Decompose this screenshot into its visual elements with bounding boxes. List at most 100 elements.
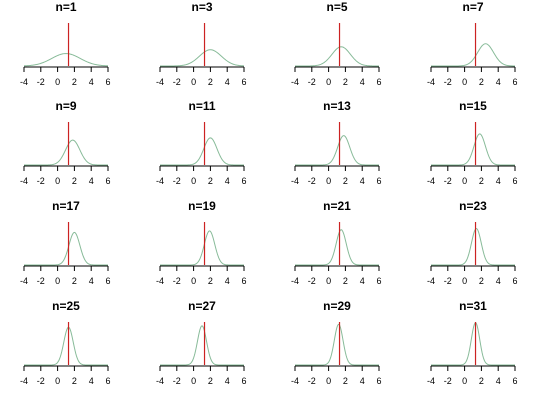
x-tick-label: 6: [376, 376, 381, 386]
panel-title: n=9: [55, 99, 76, 113]
x-tick-label: -2: [444, 77, 452, 87]
x-tick-label: 4: [225, 276, 230, 286]
x-tick-label: -4: [20, 176, 28, 186]
x-tick-label: 6: [241, 276, 246, 286]
panel-title: n=21: [323, 199, 351, 213]
x-tick-label: -2: [173, 276, 181, 286]
x-tick-label: 2: [343, 376, 348, 386]
x-tick-label: -4: [20, 77, 28, 87]
x-tick-label: 4: [225, 376, 230, 386]
x-tick-label: 2: [72, 77, 77, 87]
x-tick-label: -2: [37, 176, 45, 186]
x-tick-label: 0: [326, 276, 331, 286]
x-tick-label: 0: [55, 276, 60, 286]
x-tick-label: 2: [72, 276, 77, 286]
panel: n=29 -4 -2 0 2 4 6: [291, 299, 382, 386]
density-curve: [295, 323, 379, 366]
x-tick-label: -4: [427, 276, 435, 286]
panel-title: n=25: [52, 299, 80, 313]
panel-title: n=13: [323, 99, 351, 113]
x-tick-label: -4: [156, 276, 164, 286]
density-curve: [295, 135, 379, 166]
panel-title: n=19: [188, 199, 216, 213]
x-tick-label: -4: [291, 376, 299, 386]
x-tick-label: -4: [427, 176, 435, 186]
x-tick-label: 4: [225, 176, 230, 186]
panel-title: n=1: [55, 0, 76, 14]
density-curve: [24, 326, 108, 366]
x-tick-label: 4: [496, 276, 501, 286]
panel-title: n=27: [188, 299, 216, 313]
x-tick-label: -4: [291, 276, 299, 286]
density-curve: [431, 43, 515, 67]
x-tick-label: -2: [444, 276, 452, 286]
x-tick-label: -2: [173, 176, 181, 186]
x-tick-label: 6: [105, 176, 110, 186]
x-tick-label: 6: [512, 176, 517, 186]
x-tick-label: 6: [241, 176, 246, 186]
x-tick-label: -2: [308, 77, 316, 87]
x-tick-label: 6: [241, 77, 246, 87]
x-tick-label: -2: [308, 376, 316, 386]
x-tick-label: -2: [37, 376, 45, 386]
x-tick-label: -2: [173, 376, 181, 386]
x-tick-label: 6: [105, 77, 110, 87]
density-curve: [431, 227, 515, 266]
x-tick-label: -2: [444, 376, 452, 386]
x-tick-label: 4: [360, 376, 365, 386]
x-tick-label: 4: [89, 176, 94, 186]
x-tick-label: 0: [462, 176, 467, 186]
x-tick-label: 0: [326, 176, 331, 186]
panel: n=15 -4 -2 0 2 4 6: [427, 99, 518, 186]
x-tick-label: 0: [191, 376, 196, 386]
x-tick-label: 2: [479, 77, 484, 87]
x-tick-label: 6: [512, 376, 517, 386]
x-tick-label: 0: [191, 276, 196, 286]
x-tick-label: 2: [72, 176, 77, 186]
x-tick-label: 2: [343, 176, 348, 186]
x-tick-label: 4: [89, 77, 94, 87]
x-tick-label: 6: [512, 276, 517, 286]
x-tick-label: -4: [291, 176, 299, 186]
x-tick-label: 4: [89, 276, 94, 286]
x-tick-label: -2: [37, 77, 45, 87]
x-tick-label: 6: [376, 276, 381, 286]
panel: n=7 -4 -2 0 2 4 6: [427, 0, 518, 87]
panel: n=9 -4 -2 0 2 4 6: [20, 99, 111, 186]
x-tick-label: 0: [191, 77, 196, 87]
x-tick-label: -4: [156, 77, 164, 87]
density-curve: [431, 322, 515, 366]
x-tick-label: 2: [72, 376, 77, 386]
panel-title: n=23: [459, 199, 487, 213]
x-tick-label: 4: [496, 376, 501, 386]
x-tick-label: -2: [308, 176, 316, 186]
panel-title: n=3: [191, 0, 212, 14]
density-curve: [295, 229, 379, 266]
panel-title: n=17: [52, 199, 80, 213]
panel-title: n=29: [323, 299, 351, 313]
panel-title: n=15: [459, 99, 487, 113]
x-tick-label: 4: [496, 77, 501, 87]
x-tick-label: 0: [462, 77, 467, 87]
panel: n=3 -4 -2 0 2 4 6: [156, 0, 247, 87]
x-tick-label: 2: [208, 176, 213, 186]
x-tick-label: 0: [55, 77, 60, 87]
x-tick-label: 6: [376, 77, 381, 87]
panel: n=27 -4 -2 0 2 4 6: [156, 299, 247, 386]
panel: n=11 -4 -2 0 2 4 6: [156, 99, 247, 186]
x-tick-label: 2: [343, 276, 348, 286]
x-tick-label: 4: [496, 176, 501, 186]
x-tick-label: 4: [360, 176, 365, 186]
x-tick-label: 0: [191, 176, 196, 186]
density-curve: [160, 137, 244, 166]
x-tick-label: -4: [291, 77, 299, 87]
panel: n=5 -4 -2 0 2 4 6: [291, 0, 382, 87]
density-curve: [24, 139, 108, 166]
panel: n=25 -4 -2 0 2 4 6: [20, 299, 111, 386]
x-tick-label: 0: [462, 276, 467, 286]
x-tick-label: 2: [343, 77, 348, 87]
panel-title: n=5: [326, 0, 347, 14]
x-tick-label: 0: [326, 376, 331, 386]
density-curve: [160, 325, 244, 366]
